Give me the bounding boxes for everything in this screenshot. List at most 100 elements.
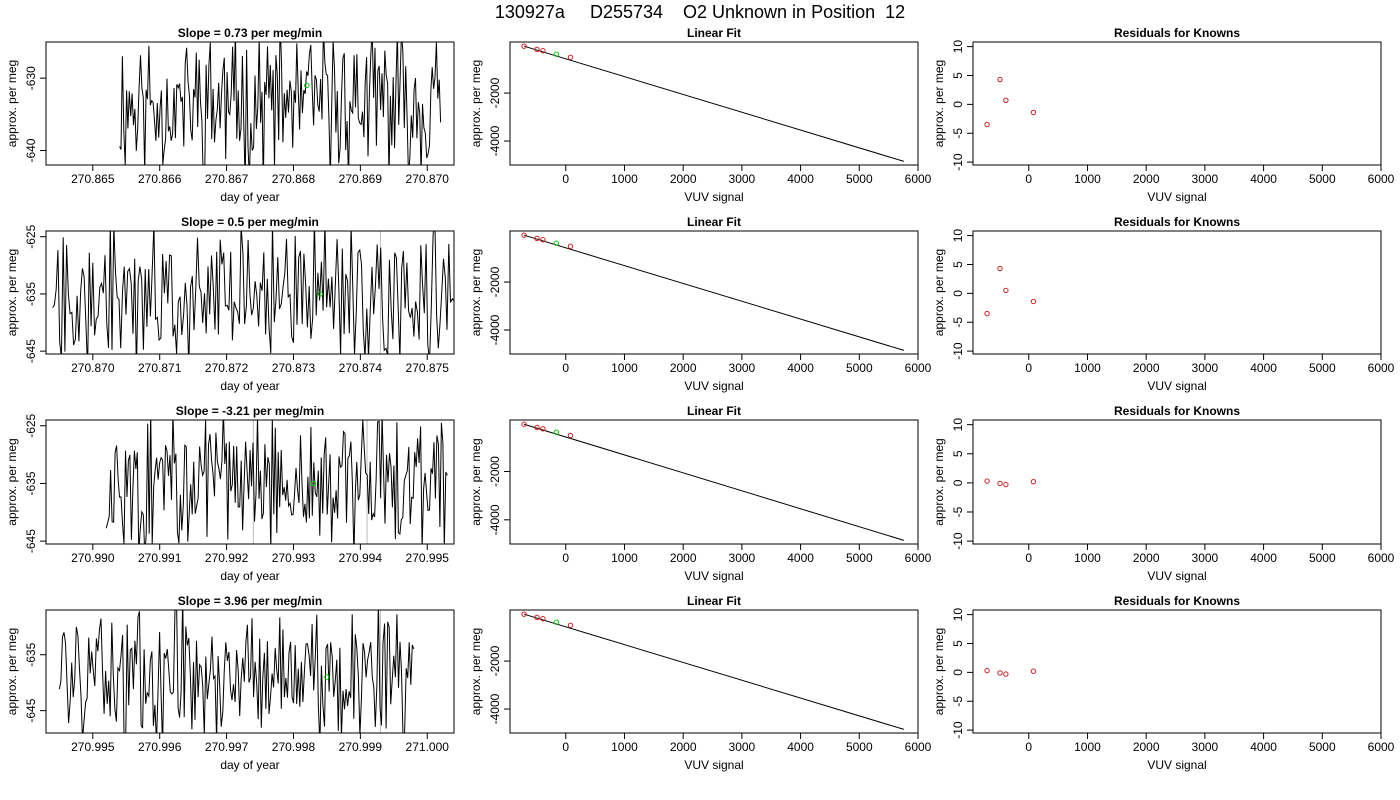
plot-area — [984, 265, 1037, 317]
y-tick-label: 0 — [951, 290, 965, 297]
x-tick-label: 0 — [562, 172, 569, 186]
known-point — [521, 232, 527, 238]
plot-frame — [972, 419, 1382, 545]
known-point — [984, 478, 990, 484]
x-tick-label: 4000 — [1250, 551, 1277, 565]
plot-frame — [509, 230, 919, 355]
panel-title: Linear Fit — [687, 26, 741, 40]
known-point — [997, 480, 1003, 487]
x-tick-label: 3000 — [729, 740, 756, 754]
x-axis-label: VUV signal — [1147, 379, 1206, 393]
x-tick-label: 270.870 — [71, 361, 115, 375]
x-tick-label: 270.871 — [138, 361, 182, 375]
x-axis-label: VUV signal — [684, 190, 743, 204]
x-tick-label: 3000 — [1192, 172, 1219, 186]
known-point — [567, 243, 574, 250]
known-point — [997, 670, 1003, 676]
x-tick-label: 4000 — [787, 740, 814, 754]
y-tick-label: -5 — [951, 317, 965, 328]
x-tick-label: 270.868 — [272, 172, 316, 186]
x-tick-label: 6000 — [1368, 172, 1395, 186]
known-point — [540, 237, 546, 243]
y-tick-label: -2000 — [488, 645, 502, 676]
plot-frame — [45, 609, 455, 734]
y-tick-label: -645 — [24, 339, 38, 363]
known-point — [540, 616, 546, 622]
x-tick-label: 5000 — [846, 172, 873, 186]
y-tick-label: -625 — [24, 413, 38, 437]
x-axis-label: VUV signal — [1147, 569, 1206, 583]
y-tick-label: -10 — [951, 342, 965, 360]
plot-frame — [972, 41, 1382, 166]
unknown-marker — [310, 480, 317, 487]
known-point — [521, 611, 527, 617]
panel-r2-c0: Slope = -3.21 per meg/min 270.990 270.991 2… — [5, 404, 455, 583]
x-tick-label: 0 — [562, 361, 569, 375]
y-tick-label: -2000 — [488, 266, 502, 297]
x-tick-label: 1000 — [1074, 551, 1101, 565]
x-tick-label: 3000 — [1192, 551, 1219, 565]
x-tick-label: 270.874 — [339, 361, 383, 375]
x-tick-label: 4000 — [1250, 361, 1277, 375]
x-tick-label: 4000 — [1250, 172, 1277, 186]
x-tick-label: 6000 — [1368, 740, 1395, 754]
x-tick-label: 270.866 — [138, 172, 182, 186]
y-tick-label: 5 — [951, 261, 965, 268]
x-tick-label: 270.993 — [272, 551, 316, 565]
x-tick-label: 0 — [1025, 361, 1032, 375]
x-tick-label: 270.869 — [339, 172, 383, 186]
y-tick-label: 0 — [951, 479, 965, 486]
y-tick-label: -635 — [24, 282, 38, 306]
y-tick-label: 0 — [951, 101, 965, 108]
x-tick-label: 0 — [562, 740, 569, 754]
panel-title: Slope = 3.96 per meg/min — [178, 594, 322, 608]
y-tick-label: -4000 — [488, 125, 502, 156]
unknown-point — [553, 51, 560, 57]
plot-frame — [45, 230, 455, 355]
known-point — [984, 667, 990, 674]
unknown-point — [553, 429, 560, 436]
y-tick-label: -4000 — [488, 693, 502, 724]
panel-title: Slope = -3.21 per meg/min — [176, 404, 324, 418]
x-tick-label: 5000 — [1309, 551, 1336, 565]
x-axis-label: VUV signal — [684, 379, 743, 393]
x-tick-label: 0 — [1025, 740, 1032, 754]
y-axis-label: approx. per meg — [5, 628, 19, 715]
known-point — [567, 432, 574, 439]
unknown-point — [553, 240, 560, 246]
x-tick-label: 2000 — [1133, 172, 1160, 186]
x-axis-label: VUV signal — [1147, 758, 1206, 772]
x-tick-label: 2000 — [1133, 740, 1160, 754]
plot-area — [58, 610, 415, 733]
y-axis-label: approx. per meg — [932, 438, 946, 525]
known-point — [1003, 671, 1009, 677]
x-tick-label: 4000 — [1250, 740, 1277, 754]
x-tick-label: 270.867 — [205, 172, 249, 186]
y-tick-label: 10 — [951, 40, 965, 54]
y-axis-label: approx. per meg — [5, 249, 19, 336]
known-point — [540, 48, 546, 54]
known-point — [521, 43, 527, 49]
plot-area — [119, 42, 442, 165]
y-tick-label: -645 — [24, 529, 38, 553]
known-point — [534, 614, 540, 621]
x-tick-label: 270.870 — [406, 172, 450, 186]
y-axis-label: approx. per meg — [469, 438, 483, 525]
x-tick-label: 270.998 — [272, 740, 316, 754]
x-tick-label: 5000 — [1309, 172, 1336, 186]
plot-area — [984, 76, 1037, 128]
signal-trace — [52, 231, 454, 354]
x-axis-label: VUV signal — [684, 758, 743, 772]
known-point — [567, 622, 574, 629]
known-point — [521, 421, 527, 427]
plot-area — [984, 667, 1037, 677]
plot-area — [984, 478, 1037, 488]
x-tick-label: 6000 — [905, 172, 932, 186]
known-point — [1003, 481, 1009, 488]
x-tick-label: 2000 — [670, 740, 697, 754]
x-tick-label: 270.875 — [406, 361, 450, 375]
x-tick-label: 270.994 — [339, 551, 383, 565]
x-tick-label: 2000 — [670, 172, 697, 186]
x-tick-label: 0 — [1025, 172, 1032, 186]
